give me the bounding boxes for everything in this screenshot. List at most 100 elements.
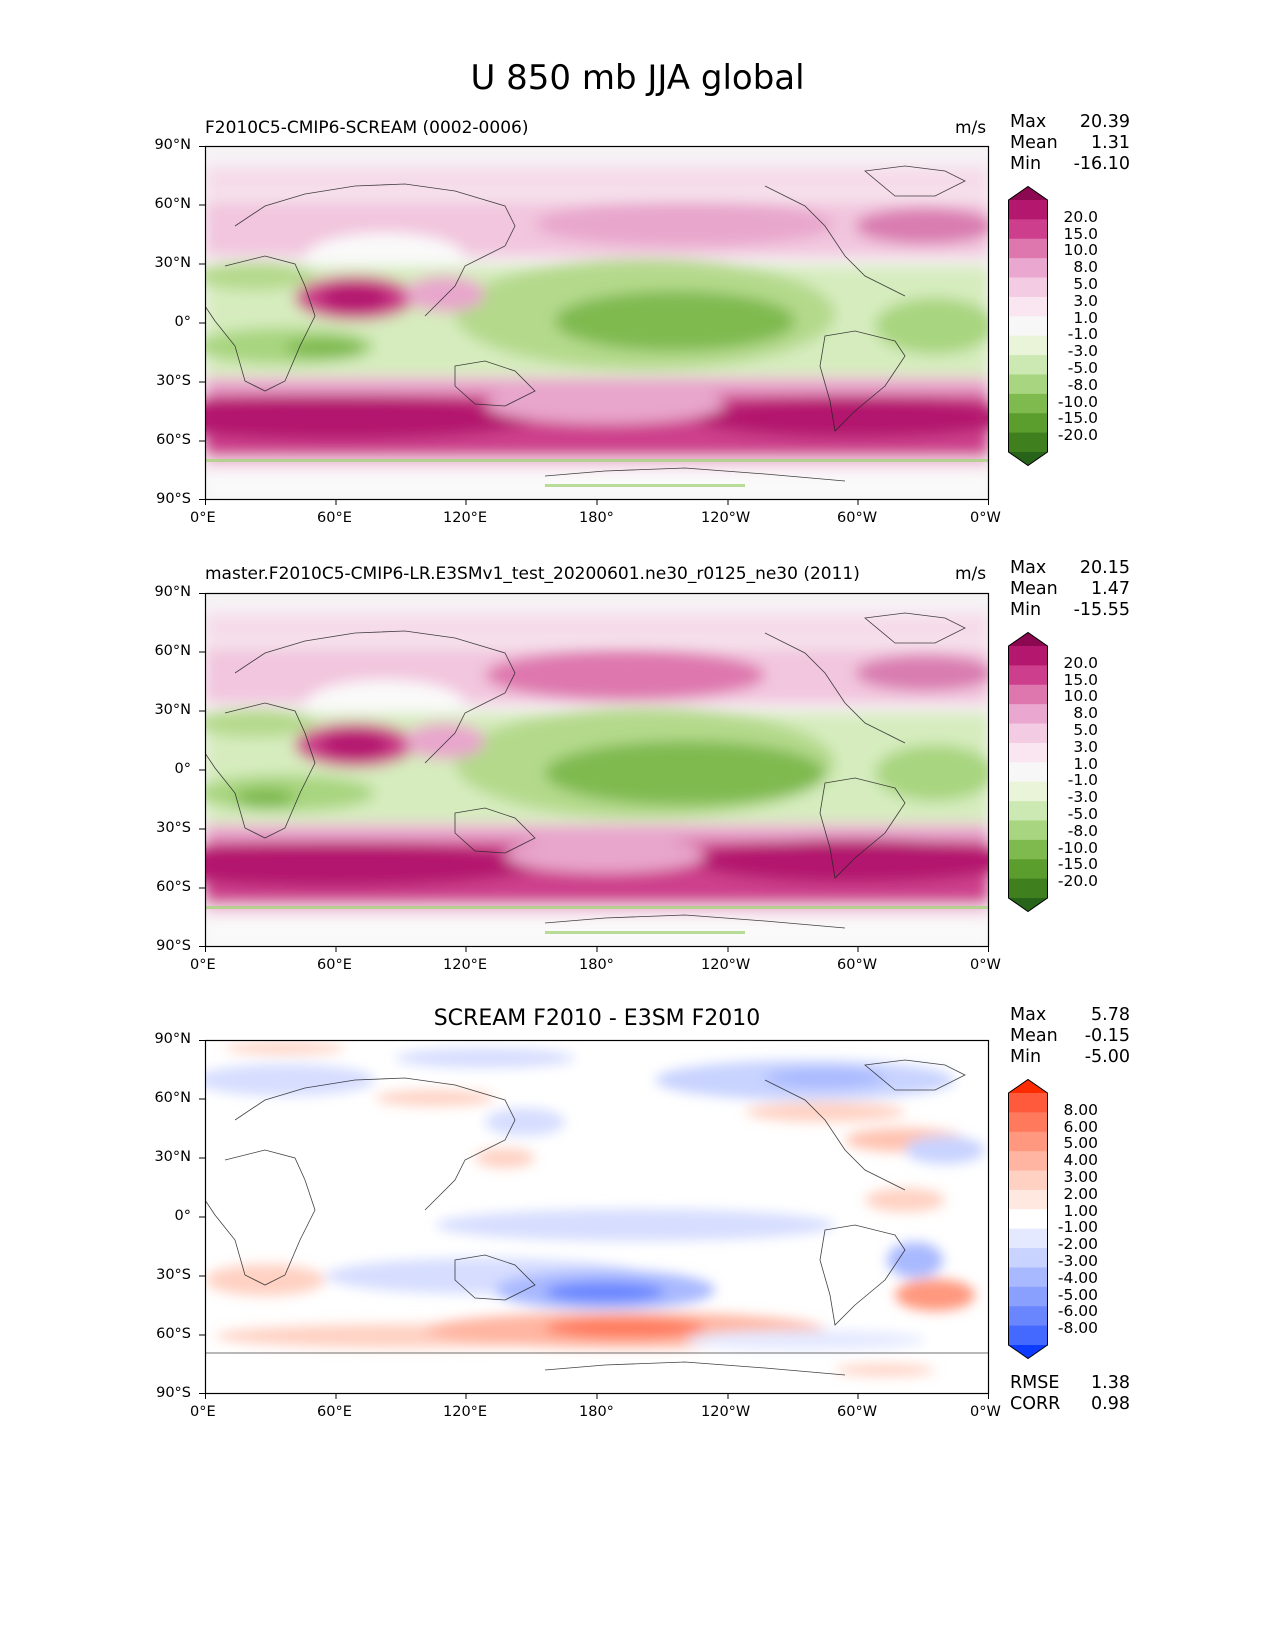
colorbar-swatch bbox=[1008, 1131, 1048, 1152]
colorbar-swatch bbox=[1008, 355, 1048, 375]
colorbar-tick-label: -10.0 bbox=[1057, 838, 1098, 857]
colorbar-tick-label: 10.0 bbox=[1063, 687, 1098, 706]
corr-value: 0.98 bbox=[1091, 1394, 1130, 1414]
colorbar-tick-label: -1.00 bbox=[1057, 1218, 1098, 1237]
lon-tick: 60°E bbox=[317, 510, 352, 526]
colorbar-swatch bbox=[1008, 801, 1048, 821]
colorbar-tick-label: -1.0 bbox=[1067, 771, 1098, 790]
colorbar-swatch bbox=[1008, 1209, 1048, 1230]
colorbar-tick-label: 8.0 bbox=[1073, 704, 1098, 723]
lon-tick: 60°E bbox=[317, 1404, 352, 1420]
colorbar-tick-label: -6.00 bbox=[1057, 1302, 1098, 1321]
colorbar-tick-label: -4.00 bbox=[1057, 1268, 1098, 1287]
colorbar-swatch bbox=[1008, 238, 1048, 259]
rmse-label: RMSE bbox=[1010, 1373, 1060, 1393]
colorbar-swatch bbox=[1008, 1093, 1048, 1113]
colorbar-swatch bbox=[1008, 820, 1048, 841]
colorbar-swatch bbox=[1008, 296, 1048, 317]
colorbar-tick-label: 4.00 bbox=[1063, 1151, 1098, 1170]
lon-tick: 120°W bbox=[701, 1404, 751, 1420]
figure-title: U 850 mb JJA global bbox=[470, 58, 805, 98]
panel-3-lat-ticks bbox=[199, 1040, 205, 1394]
lat-tick: 60°N bbox=[154, 1090, 191, 1106]
colorbar-swatch bbox=[1008, 374, 1048, 395]
colorbar-swatch bbox=[1008, 1306, 1048, 1327]
lon-tick: 180° bbox=[579, 510, 614, 526]
rmse-value: 1.38 bbox=[1091, 1373, 1130, 1393]
colorbar-swatch bbox=[1008, 1267, 1048, 1288]
stat-label: Min bbox=[1010, 154, 1042, 174]
panel-3-colorbar bbox=[1008, 1078, 1048, 1360]
colorbar-tick-label: 3.00 bbox=[1063, 1168, 1098, 1186]
panel-2-colorbar bbox=[1008, 631, 1048, 913]
panel-3-map bbox=[204, 1039, 990, 1395]
panel-1-map bbox=[204, 145, 990, 501]
stat-value: -5.00 bbox=[1084, 1047, 1130, 1067]
colorbar-tick-label: 8.0 bbox=[1073, 258, 1098, 277]
stat-value: 1.47 bbox=[1091, 579, 1130, 599]
colorbar-swatch bbox=[1008, 277, 1048, 298]
lon-tick: 0°E bbox=[190, 957, 216, 973]
panel-2-lon-tickmarks bbox=[205, 946, 989, 952]
colorbar-swatch bbox=[1008, 1189, 1048, 1210]
colorbar-tick-label: -20.0 bbox=[1057, 426, 1098, 445]
lat-tick: 0° bbox=[174, 314, 191, 330]
colorbar-tick-label: 3.0 bbox=[1073, 291, 1098, 310]
colorbar-tick-label: 6.00 bbox=[1063, 1117, 1098, 1136]
lat-tick: 60°N bbox=[154, 643, 191, 659]
panel-1-colorbar bbox=[1008, 185, 1048, 467]
lon-tick: 120°W bbox=[701, 510, 751, 526]
colorbar-swatch bbox=[1008, 413, 1048, 434]
lon-tick: 120°W bbox=[701, 957, 751, 973]
lon-tick: 0°W bbox=[970, 1404, 1001, 1420]
colorbar-extend-bottom bbox=[1008, 1345, 1048, 1359]
lon-tick: 180° bbox=[579, 957, 614, 973]
lat-tick: 90°S bbox=[156, 938, 191, 954]
colorbar-swatch bbox=[1008, 393, 1048, 414]
colorbar-tick-label: 15.0 bbox=[1063, 670, 1098, 689]
colorbar-swatch bbox=[1008, 219, 1048, 240]
stat-value: -16.10 bbox=[1073, 154, 1130, 174]
corr-label: CORR bbox=[1010, 1394, 1061, 1414]
colorbar-tick-label: -15.0 bbox=[1057, 855, 1098, 874]
colorbar-extend-top bbox=[1008, 1079, 1048, 1093]
lon-tick: 0°W bbox=[970, 510, 1001, 526]
colorbar-tick-label: -8.0 bbox=[1067, 821, 1098, 840]
colorbar-swatch bbox=[1008, 704, 1048, 725]
panel-1-title: F2010C5-CMIP6-SCREAM (0002-0006) bbox=[205, 118, 529, 138]
lat-tick: 30°N bbox=[154, 702, 191, 718]
lat-tick: 0° bbox=[174, 761, 191, 777]
panel-2-title: master.F2010C5-CMIP6-LR.E3SMv1_test_2020… bbox=[205, 564, 860, 584]
colorbar-tick-label: 5.0 bbox=[1073, 275, 1098, 293]
colorbar-tick-label: 1.00 bbox=[1063, 1201, 1098, 1220]
lon-tick: 60°W bbox=[837, 1404, 878, 1420]
panel-1-lat-ticks bbox=[199, 146, 205, 500]
lat-tick: 60°S bbox=[156, 879, 191, 895]
colorbar-tick-label: 8.00 bbox=[1063, 1100, 1098, 1119]
colorbar-swatch bbox=[1008, 258, 1048, 279]
colorbar-tick-label: -1.0 bbox=[1067, 325, 1098, 344]
lat-tick: 90°N bbox=[154, 1031, 191, 1047]
colorbar-swatch bbox=[1008, 723, 1048, 744]
colorbar-tick-label: -15.0 bbox=[1057, 409, 1098, 428]
colorbar-tick-label: 3.0 bbox=[1073, 737, 1098, 756]
lon-tick: 0°E bbox=[190, 510, 216, 526]
colorbar-tick-label: 10.0 bbox=[1063, 241, 1098, 260]
stat-label: Min bbox=[1010, 600, 1042, 620]
colorbar-tick-label: 5.00 bbox=[1063, 1134, 1098, 1153]
colorbar-extend-bottom bbox=[1008, 898, 1048, 912]
colorbar-tick-label: 1.0 bbox=[1073, 754, 1098, 773]
colorbar-outline bbox=[1008, 185, 1048, 467]
panel-1-lon-tickmarks bbox=[205, 499, 989, 505]
colorbar-swatch bbox=[1008, 684, 1048, 705]
stat-value: 20.39 bbox=[1079, 112, 1130, 132]
colorbar-tick-label: 15.0 bbox=[1063, 224, 1098, 243]
stat-value: -0.15 bbox=[1084, 1026, 1130, 1046]
colorbar-tick-label: -2.00 bbox=[1057, 1235, 1098, 1254]
colorbar-swatch bbox=[1008, 839, 1048, 860]
colorbar-swatch bbox=[1008, 742, 1048, 763]
lat-tick: 30°N bbox=[154, 255, 191, 271]
stat-label: Mean bbox=[1010, 1026, 1058, 1046]
colorbar-tick-label: -3.00 bbox=[1057, 1252, 1098, 1270]
lon-tick: 120°E bbox=[443, 1404, 488, 1420]
